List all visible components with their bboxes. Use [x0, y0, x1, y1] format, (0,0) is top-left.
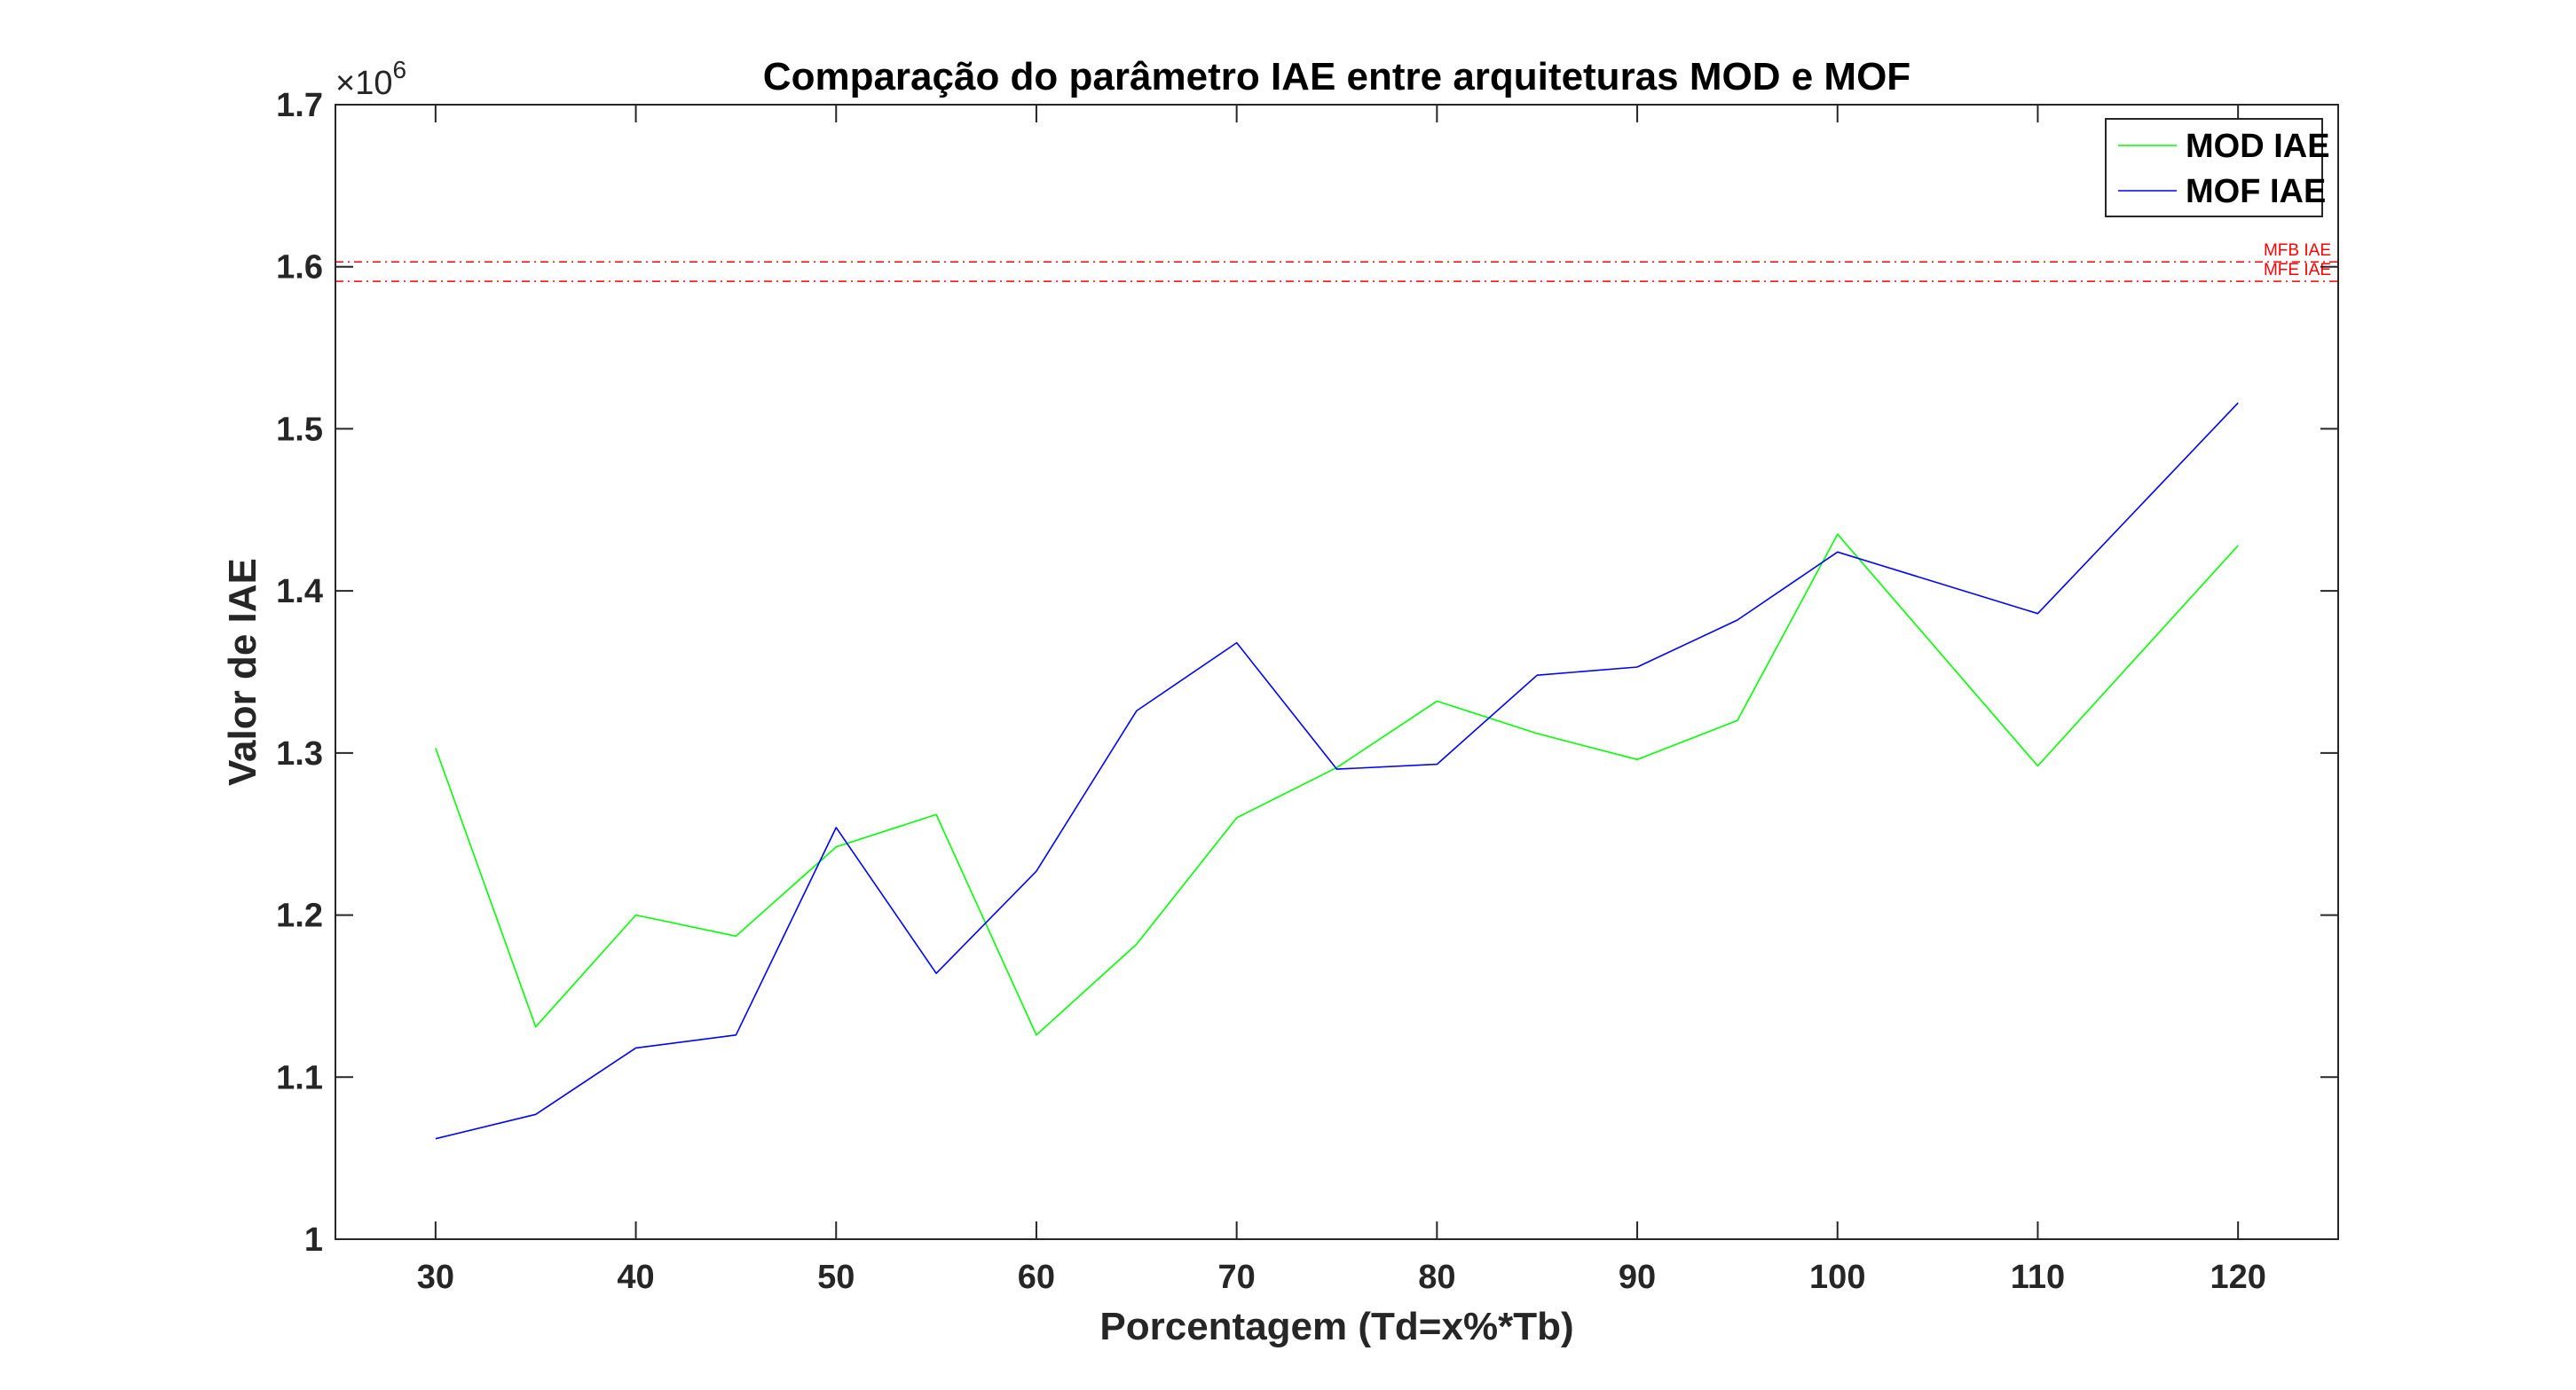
y-tick-label: 1.6 [276, 249, 323, 287]
x-tick-label: 60 [1018, 1259, 1055, 1296]
y-axis-exponent-base: ×10 [335, 65, 392, 102]
reference-line-label: MFB IAE [2264, 241, 2331, 260]
x-axis-label: Porcentagem (Td=x%*Tb) [1099, 1305, 1573, 1348]
y-tick-label: 1 [304, 1221, 323, 1259]
y-tick-label: 1.1 [276, 1059, 323, 1096]
series-lines [435, 402, 2239, 1140]
axes-box [335, 104, 2339, 1240]
x-tick-label: 30 [417, 1259, 454, 1296]
legend-entry-label: MOF IAE [2186, 173, 2326, 210]
y-tick-label: 1.5 [276, 411, 323, 448]
y-tick-label: 1.3 [276, 735, 323, 773]
x-tick-label: 90 [1619, 1259, 1656, 1296]
series-line-mof-iae [435, 402, 2239, 1140]
y-axis-exponent: ×106 [335, 56, 406, 102]
y-axis-label: Valor de IAE [221, 558, 264, 786]
x-tick-label: 40 [617, 1259, 654, 1296]
x-tick-label: 100 [1809, 1259, 1865, 1296]
legend-entry-label: MOD IAE [2186, 128, 2330, 165]
series-line-mod-iae [435, 533, 2239, 1036]
reference-line-label: MFE IAE [2264, 261, 2331, 279]
x-tick-label: 110 [2011, 1259, 2065, 1296]
x-tick-label: 50 [817, 1259, 855, 1296]
plot-area [335, 105, 2338, 1239]
x-ticks: 30 40 50 60 70 80 90 100 110 120 [417, 105, 2266, 1296]
y-tick-label: 1.2 [276, 898, 323, 935]
y-tick-label: 1.7 [276, 87, 323, 124]
legend: MOD IAE MOF IAE [2105, 118, 2330, 217]
y-ticks: 1 1.1 1.2 1.3 1.4 1.5 1.6 1.7 [276, 87, 2338, 1259]
y-axis-exponent-power: 6 [392, 56, 406, 83]
y-tick-label: 1.4 [276, 573, 323, 610]
x-tick-label: 120 [2210, 1259, 2265, 1296]
x-tick-label: 80 [1418, 1259, 1455, 1296]
legend-box [2105, 118, 2323, 217]
axes-frame [335, 104, 2339, 1240]
chart-title: Comparação do parâmetro IAE entre arquit… [763, 55, 1910, 98]
x-tick-label: 70 [1218, 1259, 1256, 1296]
